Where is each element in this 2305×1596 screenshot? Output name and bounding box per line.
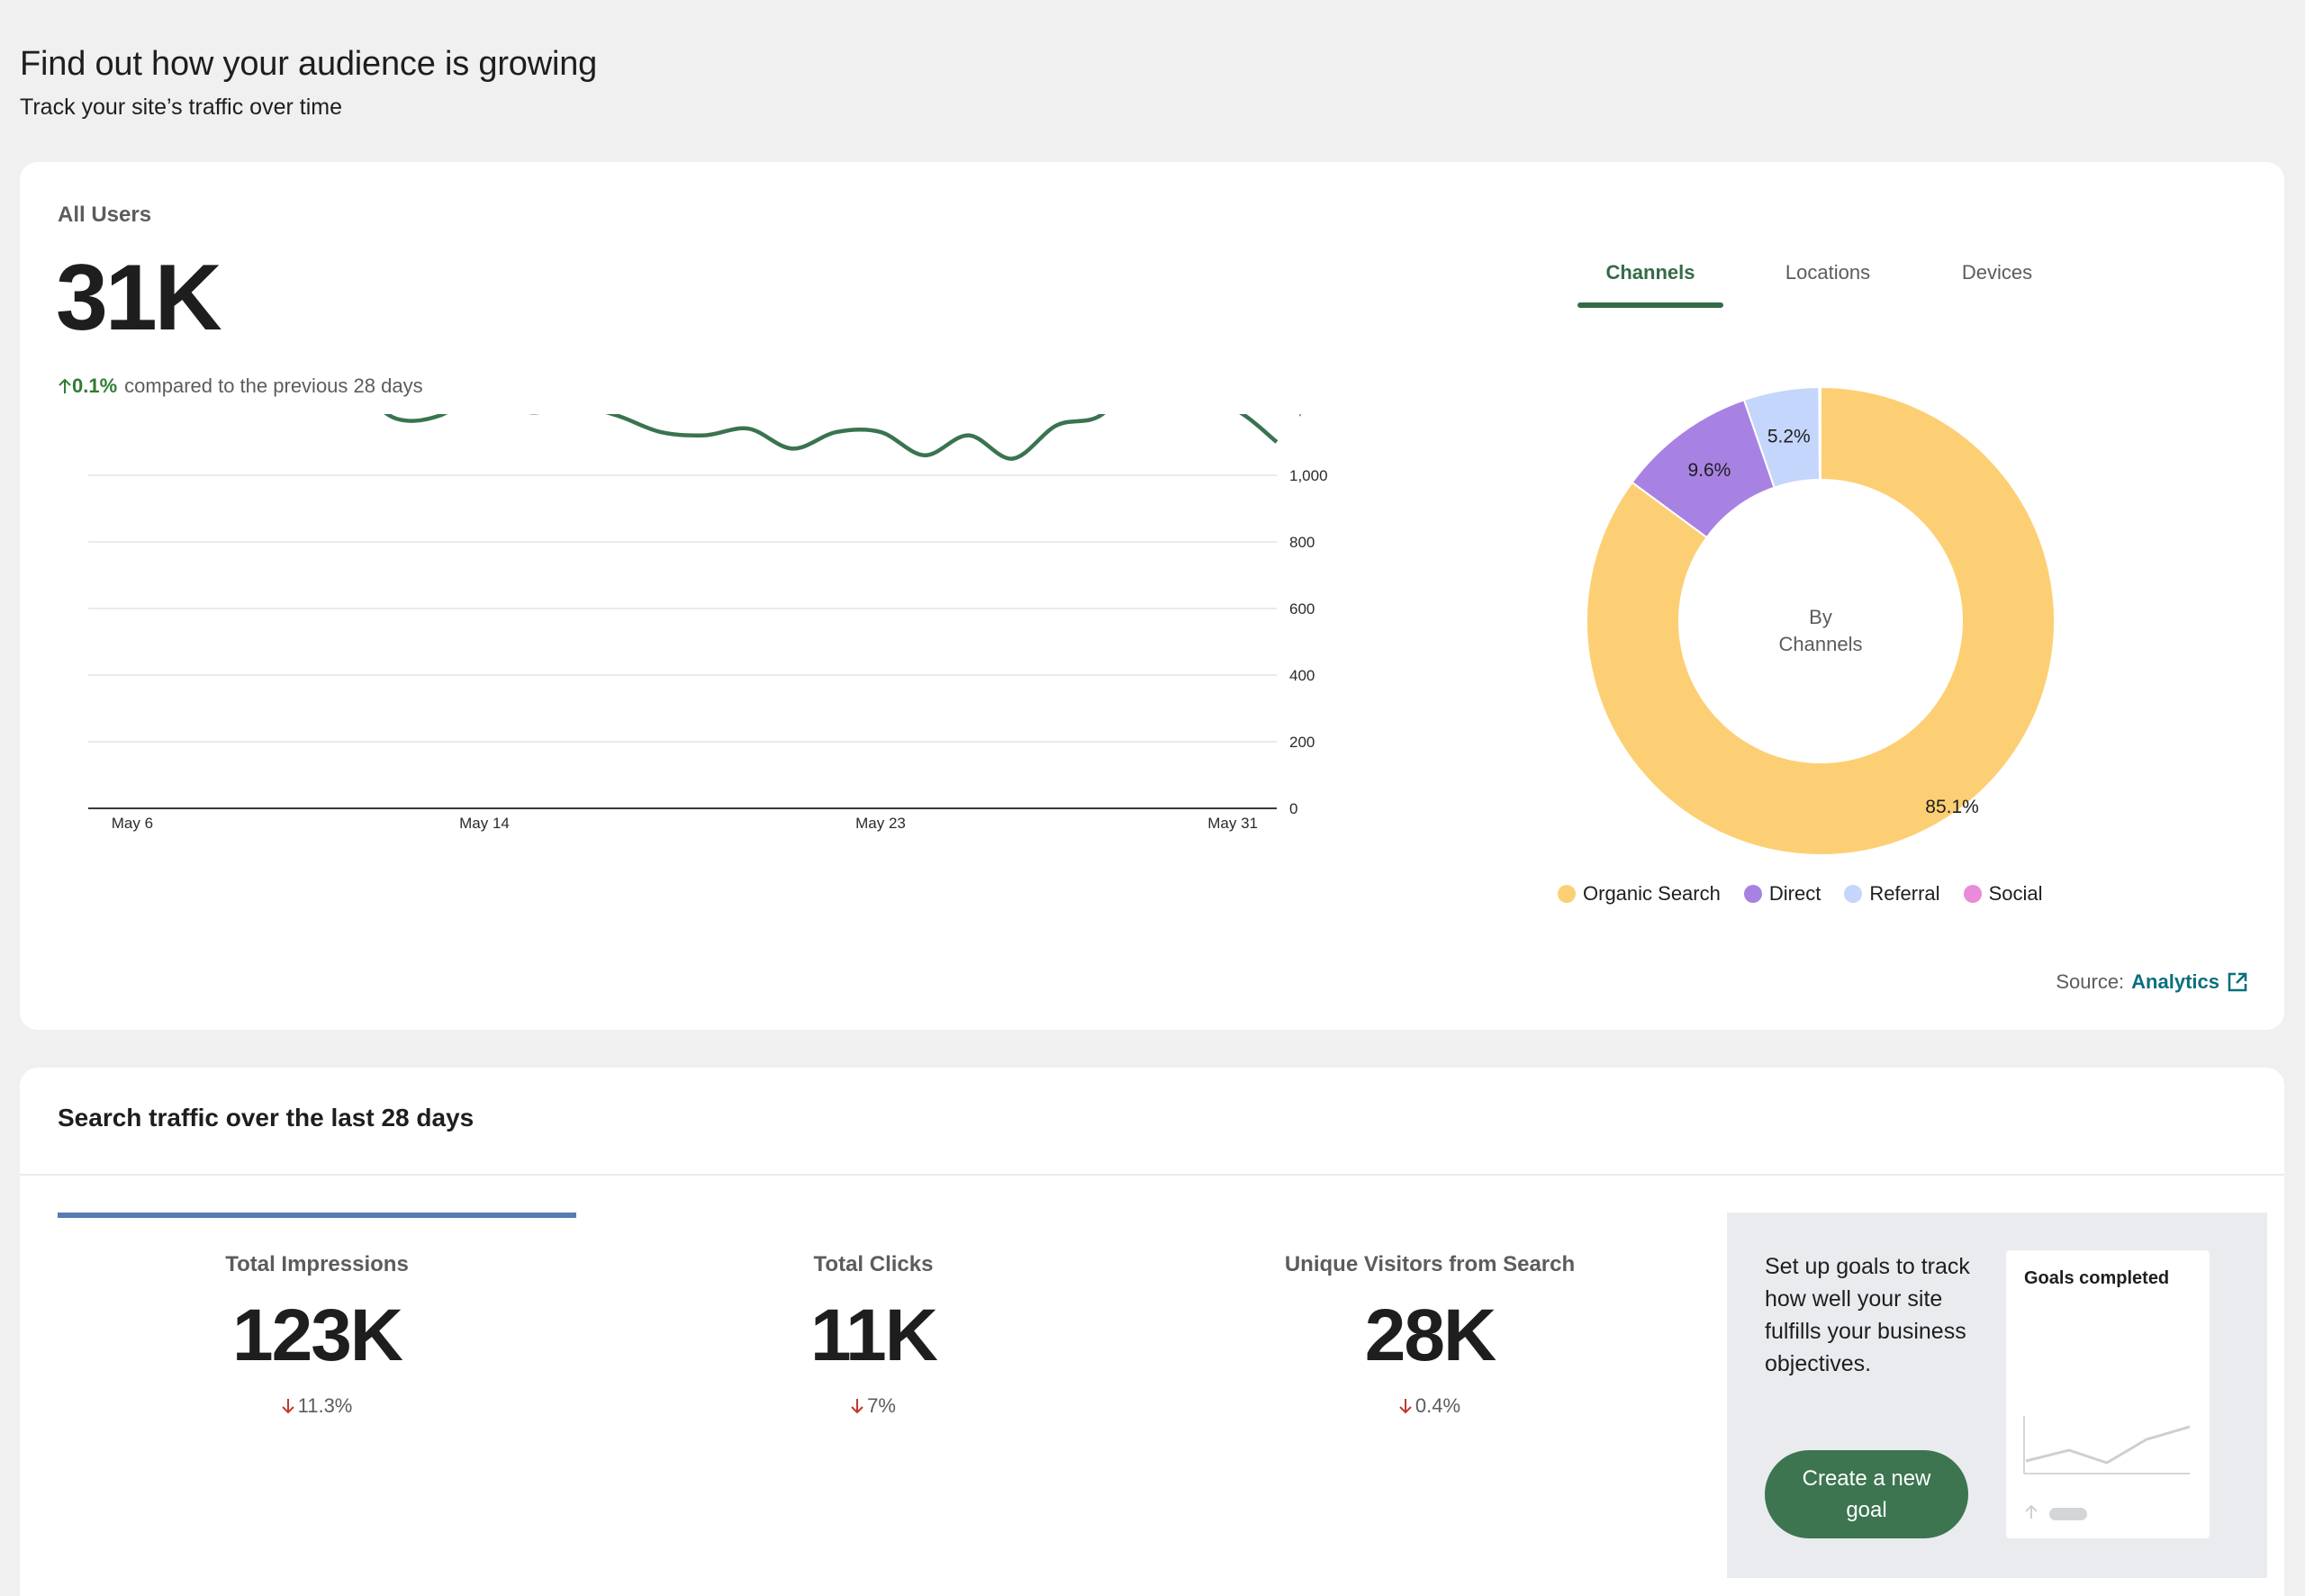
metric-label: Unique Visitors from Search xyxy=(1284,1252,1576,1276)
arrow-down-icon xyxy=(851,1399,863,1414)
source-label: Source: xyxy=(2056,970,2125,993)
arrow-down-icon xyxy=(281,1399,294,1414)
y-tick-label: 0 xyxy=(1289,800,1297,817)
all-users-label: All Users xyxy=(58,203,152,227)
metric-total-clicks[interactable]: Total Clicks 11K 7% xyxy=(614,1213,1133,1418)
legend-label: Organic Search xyxy=(1583,882,1721,905)
legend-label: Referral xyxy=(1869,882,1940,905)
y-tick-label: 1,200 xyxy=(1289,414,1328,418)
legend-label: Social xyxy=(1988,882,2043,905)
legend-item-referral[interactable]: Referral xyxy=(1844,882,1940,906)
x-tick-label: May 14 xyxy=(459,815,510,832)
metric-value: 28K xyxy=(1364,1294,1496,1376)
goals-panel: Set up goals to track how well your site… xyxy=(1727,1213,2267,1578)
page-subtitle: Track your site’s traffic over time xyxy=(20,95,342,120)
metric-change: 0.4% xyxy=(1171,1394,1689,1418)
divider xyxy=(20,1174,2284,1176)
goals-card-title: Goals completed xyxy=(2024,1268,2170,1288)
metric-change: 7% xyxy=(614,1394,1133,1418)
small-arrow-up-icon xyxy=(2025,1504,2038,1519)
channels-donut-chart: 85.1% 9.6% 5.2% By Channels xyxy=(1586,385,2056,856)
tab-locations[interactable]: Locations xyxy=(1785,261,1871,284)
legend-dot-social xyxy=(1963,885,1982,903)
metric-value: 11K xyxy=(810,1294,938,1376)
selected-indicator xyxy=(58,1213,576,1218)
y-tick-label: 800 xyxy=(1289,534,1315,551)
metric-change: 11.3% xyxy=(58,1394,576,1418)
donut-slice-social xyxy=(1818,385,1821,482)
donut-center-line1: By xyxy=(1809,606,1832,628)
donut-center-line2: Channels xyxy=(1779,633,1863,655)
metric-value: 123K xyxy=(231,1294,403,1376)
donut-slice-organic-search xyxy=(1586,385,2056,856)
legend-dot-direct xyxy=(1743,885,1762,903)
x-tick-label: May 6 xyxy=(112,815,153,832)
change-up: 0.1% xyxy=(58,374,117,398)
goals-description: Set up goals to track how well your site… xyxy=(1765,1254,1970,1376)
x-tick-label: May 23 xyxy=(855,815,906,832)
grid-lines xyxy=(88,474,1277,809)
metric-change-value: 0.4% xyxy=(1415,1394,1461,1417)
all-users-card: All Users 31K 0.1% compared to the previ… xyxy=(20,162,2284,1030)
users-series-line xyxy=(384,414,1279,461)
metric-change-value: 11.3% xyxy=(297,1394,353,1417)
breakdown-tabs: Channels Locations Devices xyxy=(1558,252,2098,311)
page-header: Find out how your audience is growing Tr… xyxy=(20,45,597,121)
goals-sparkline-illustration xyxy=(2023,1416,2191,1520)
tab-channels[interactable]: Channels xyxy=(1577,252,1723,308)
legend-item-organic-search[interactable]: Organic Search xyxy=(1558,882,1721,906)
donut-data-label: 9.6% xyxy=(1687,460,1731,481)
data-source: Source: Analytics xyxy=(2056,970,2248,994)
legend-label: Direct xyxy=(1768,882,1821,905)
metric-change-value: 7% xyxy=(867,1394,896,1417)
metric-label: Total Clicks xyxy=(813,1252,934,1276)
donut-data-label: 5.2% xyxy=(1767,426,1811,446)
change-value: 0.1% xyxy=(72,374,118,397)
y-tick-label: 400 xyxy=(1289,667,1315,684)
donut-legend: Organic Search Direct Referral Social xyxy=(1558,882,2042,906)
legend-dot-organic xyxy=(1558,885,1576,903)
search-traffic-card: Search traffic over the last 28 days Tot… xyxy=(20,1068,2284,1596)
x-tick-label: May 31 xyxy=(1207,815,1258,832)
legend-dot-referral xyxy=(1844,885,1863,903)
y-tick-label: 200 xyxy=(1289,734,1315,751)
metric-unique-visitors[interactable]: Unique Visitors from Search 28K 0.4% xyxy=(1171,1213,1689,1418)
arrow-down-icon xyxy=(1399,1399,1412,1414)
legend-item-social[interactable]: Social xyxy=(1963,882,2043,906)
placeholder-pill xyxy=(2049,1508,2087,1520)
metric-label: Total Impressions xyxy=(225,1252,409,1276)
search-traffic-title: Search traffic over the last 28 days xyxy=(58,1104,475,1132)
metric-total-impressions[interactable]: Total Impressions 123K 11.3% xyxy=(58,1213,576,1418)
legend-item-direct[interactable]: Direct xyxy=(1743,882,1821,906)
goals-preview-card: Goals completed xyxy=(2006,1250,2210,1538)
donut-data-label: 85.1% xyxy=(1925,797,1979,817)
arrow-up-icon xyxy=(59,378,71,393)
compare-text: compared to the previous 28 days xyxy=(124,374,423,397)
tab-devices[interactable]: Devices xyxy=(1961,261,2033,284)
external-link-icon[interactable] xyxy=(2227,971,2248,993)
create-goal-button[interactable]: Create a new goal xyxy=(1765,1450,1968,1538)
all-users-value: 31K xyxy=(56,246,222,350)
analytics-link[interactable]: Analytics xyxy=(2131,970,2219,993)
y-tick-label: 1,000 xyxy=(1289,467,1328,484)
page-title: Find out how your audience is growing xyxy=(20,45,598,83)
y-tick-label: 600 xyxy=(1289,600,1315,618)
all-users-comparison: 0.1% compared to the previous 28 days xyxy=(58,374,423,398)
